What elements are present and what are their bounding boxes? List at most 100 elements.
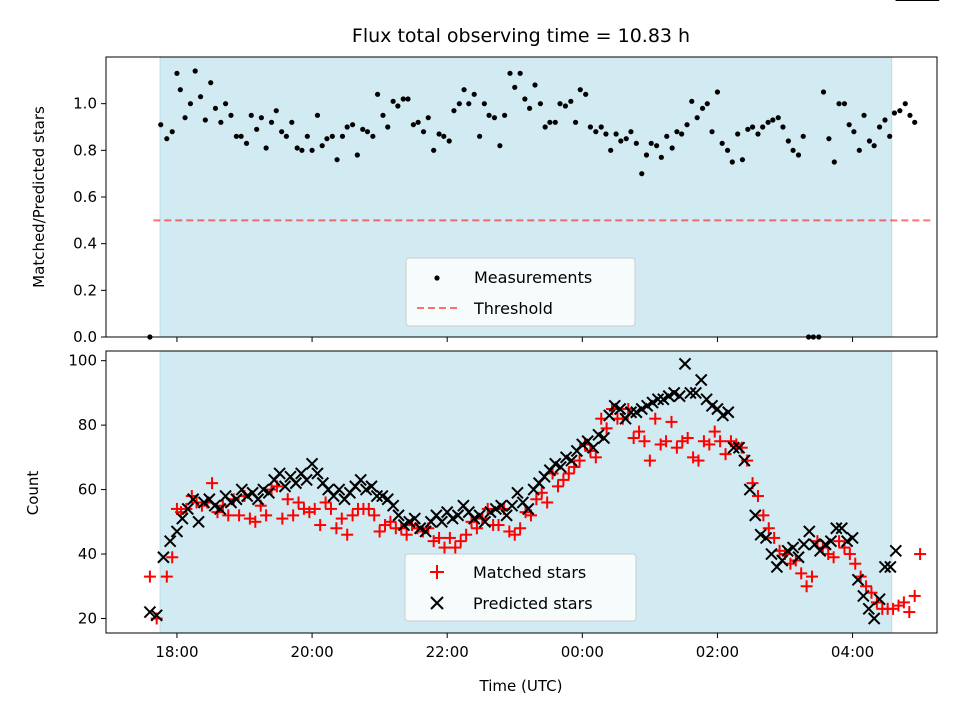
matched-star-point [341, 528, 354, 541]
predicted-star-point [213, 502, 227, 516]
bottom-xtick-label: 00:00 [561, 643, 604, 661]
predicted-star-point [230, 493, 243, 506]
measurement-point [669, 145, 675, 151]
matched-star-point [681, 432, 694, 445]
matched-star-point [233, 509, 246, 522]
legend-measurements-marker [434, 275, 440, 281]
measurement-point [800, 133, 806, 139]
top-ylabel: Matched/Predicted stars [30, 106, 48, 288]
measurement-point [400, 96, 406, 102]
predicted-star-point [354, 473, 367, 487]
measurement-point [158, 122, 164, 128]
matched-star-point [276, 512, 289, 525]
measurement-point [263, 145, 269, 151]
measurement-point [218, 119, 224, 125]
matched-star-point [827, 551, 840, 564]
predicted-star-point [878, 560, 892, 574]
predicted-star-point [884, 560, 897, 574]
measurement-point [497, 143, 503, 149]
measurement-point [491, 115, 498, 121]
measurement-point [481, 101, 487, 107]
bottom-ylabel: Count [24, 471, 42, 516]
measurement-point [238, 133, 244, 139]
measurement-point [364, 129, 371, 135]
top-legend-box [405, 257, 636, 327]
measurement-point [887, 133, 893, 139]
matched-star-point [562, 467, 575, 480]
bottom-xtick-label: 04:00 [831, 643, 874, 661]
measurement-point [517, 70, 523, 76]
top-ytick-label: 0.8 [73, 141, 97, 159]
matched-star-point [143, 570, 156, 583]
measurement-point [907, 112, 913, 118]
measurement-point [583, 91, 589, 97]
measurement-point [709, 129, 715, 135]
measurement-point [187, 101, 194, 107]
measurement-point [694, 115, 700, 121]
measurement-point [329, 133, 335, 139]
measurement-point [537, 101, 544, 107]
bottom-legend-box [404, 553, 637, 622]
measurement-point [309, 147, 315, 153]
bottom-panel: 20 40 60 80 100 18:00 20:00 22:00 00:00 02:00 04:… [24, 0, 940, 695]
predicted-star-point [792, 551, 805, 564]
measurement-point [456, 101, 462, 107]
measurement-point [633, 140, 639, 146]
measurement-point [258, 115, 264, 121]
matched-star-point [903, 606, 916, 619]
measurement-point [542, 124, 548, 130]
measurement-point [775, 115, 781, 121]
top-ytick-label: 0.4 [73, 235, 97, 253]
predicted-star-point [673, 389, 686, 403]
measurement-point [273, 108, 279, 114]
predicted-star-point [889, 544, 902, 558]
measurement-point [420, 129, 427, 135]
predicted-star-point [365, 480, 378, 493]
matched-star-point [319, 496, 332, 509]
top-ytick-label: 1.0 [73, 95, 97, 113]
bottom-xtick-label: 22:00 [426, 643, 469, 661]
measurement-point [354, 152, 360, 158]
measurement-point [431, 147, 437, 153]
measurement-point [532, 82, 538, 88]
measurement-point [169, 129, 175, 135]
legend-measurements-label: Measurements [474, 268, 592, 287]
predicted-star-point [176, 512, 189, 525]
measurement-point [522, 96, 528, 102]
bottom-xtick-label: 18:00 [155, 643, 198, 661]
legend-threshold-label: Threshold [473, 299, 553, 318]
measurement-point [446, 138, 452, 144]
matched-star-point [454, 535, 467, 548]
measurement-point [714, 89, 721, 95]
predicted-star-point [830, 522, 843, 535]
predicted-star-point [500, 509, 513, 522]
matched-star-point [314, 519, 327, 532]
predicted-star-point [273, 467, 286, 480]
predicted-star-point [419, 525, 432, 538]
matched-star-point [206, 477, 219, 490]
measurement-point [866, 138, 873, 144]
predicted-star-point [451, 509, 465, 522]
legend-predicted-marker [430, 596, 444, 610]
measurement-point [704, 101, 710, 107]
matched-star-point [908, 589, 921, 602]
measurement-point [192, 68, 198, 74]
matched-star-point [384, 515, 397, 528]
predicted-star-point [565, 454, 578, 467]
measurement-point [289, 119, 295, 125]
predicted-star-point [505, 499, 519, 512]
bottom-xtick-label: 20:00 [290, 643, 333, 661]
predicted-star-point [181, 502, 194, 516]
measurement-point [613, 131, 619, 137]
measurement-point [390, 98, 396, 104]
matched-star-point [460, 528, 473, 541]
bottom-ytick-label: 60 [78, 481, 97, 499]
matched-star-point [665, 415, 678, 428]
measurement-point [603, 131, 609, 137]
matched-star-point [281, 493, 294, 506]
measurement-point [339, 133, 346, 139]
matched-star-point [573, 454, 586, 467]
measurement-point [466, 101, 472, 107]
measurement-point [846, 122, 852, 128]
measurement-point [618, 138, 624, 144]
